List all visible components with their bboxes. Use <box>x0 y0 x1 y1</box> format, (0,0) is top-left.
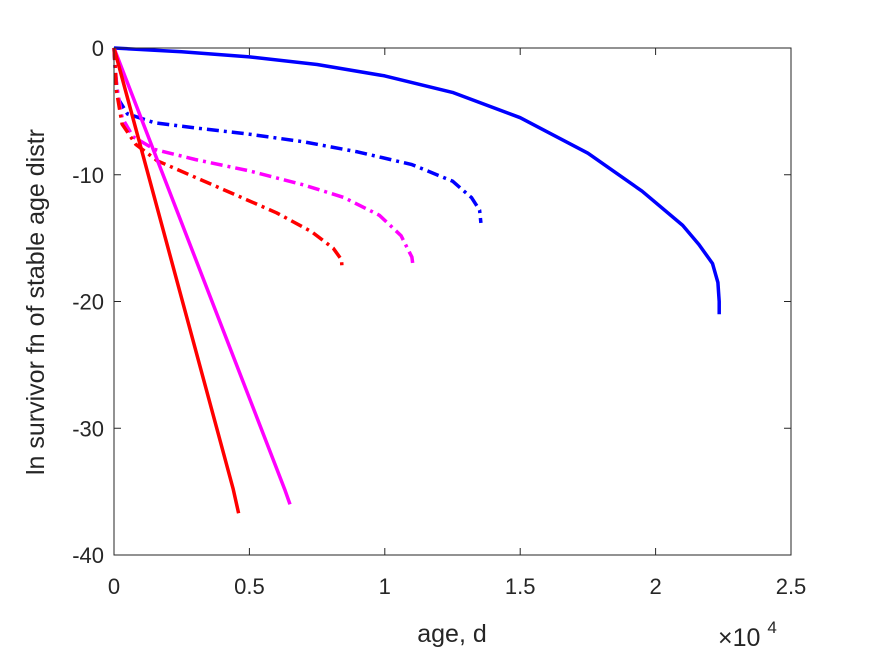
series-line-1 <box>113 46 721 315</box>
x-axis-exponent-base: ×10 <box>718 624 760 652</box>
x-axis-exponent: ×10 4 <box>718 618 777 652</box>
x-axis-exponent-power: 4 <box>767 618 776 637</box>
y-axis-label: ln survivor fn of stable age distr <box>22 129 50 475</box>
plot-frame <box>113 47 792 556</box>
x-axis-label: age, d <box>417 620 487 648</box>
y-tick-label: -40 <box>72 543 104 568</box>
x-tick-label: 0.5 <box>234 574 265 599</box>
x-tick-label: 2 <box>649 574 661 599</box>
series-line-6 <box>112 47 241 514</box>
x-tick-label: 1 <box>379 574 391 599</box>
x-tick-label: 2.5 <box>776 574 807 599</box>
y-tick-label: -20 <box>72 290 104 315</box>
x-tick-label: 0 <box>108 574 120 599</box>
series-line-2 <box>112 47 483 224</box>
series-line-4 <box>112 47 344 268</box>
x-tick-label: 1.5 <box>505 574 536 599</box>
series-line-3 <box>112 47 415 268</box>
y-tick-label: 0 <box>92 36 104 61</box>
series-layer <box>112 46 721 514</box>
y-tick-label: -30 <box>72 416 104 441</box>
series-line-5 <box>112 47 292 505</box>
y-tick-label: -10 <box>72 163 104 188</box>
ticks-layer: 0 0.5 1 1.5 2 2.5 -40 -30 -20 -10 0 <box>72 36 806 599</box>
